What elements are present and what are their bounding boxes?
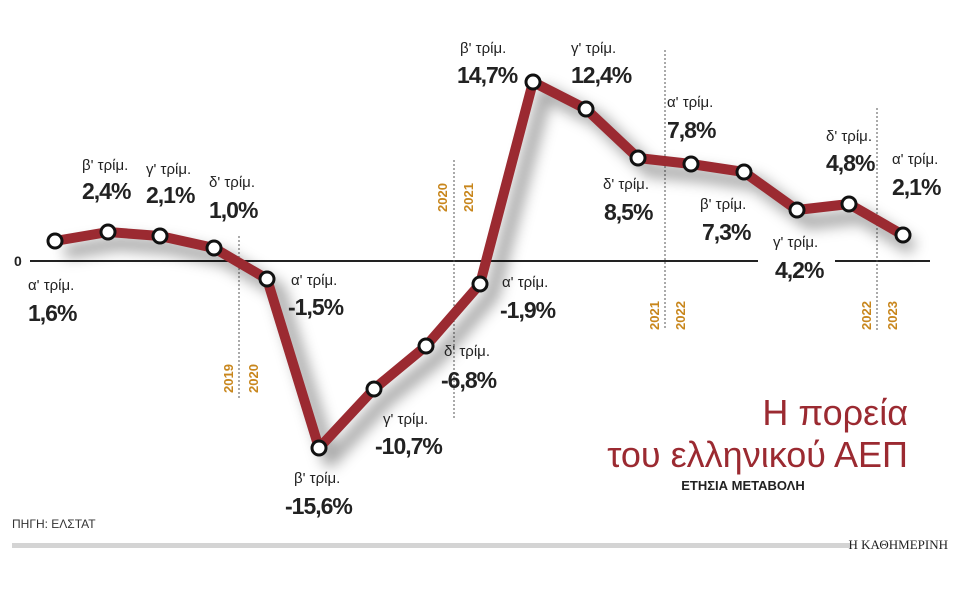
data-labels: α' τρίμ. 1,6% β' τρίμ. 2,4% γ' τρίμ. 2,1… (28, 40, 942, 519)
year-divider-2022-2023: 2022 2023 (859, 108, 900, 330)
point-marker (788, 201, 806, 219)
point-value-label: -15,6% (285, 493, 352, 519)
svg-text:2020: 2020 (246, 364, 261, 393)
point-quarter-label: δ' τρίμ. (826, 128, 872, 145)
point-quarter-label: δ' τρίμ. (444, 343, 490, 360)
point-marker (577, 100, 595, 118)
point-marker (46, 232, 64, 250)
point-value-label: 14,7% (457, 62, 518, 88)
point-value-label: 4,8% (826, 150, 875, 176)
point-value-label: 4,2% (775, 257, 824, 283)
point-quarter-label: γ' τρίμ. (571, 40, 616, 57)
svg-text:2021: 2021 (461, 183, 476, 212)
point-marker (524, 73, 542, 91)
chart-subtitle: ΕΤΗΣΙΑ ΜΕΤΑΒΟΛΗ (681, 478, 805, 493)
point-value-label: -6,8% (441, 367, 497, 393)
point-marker (99, 223, 117, 241)
point-quarter-label: β' τρίμ. (700, 196, 746, 213)
svg-text:2020: 2020 (435, 183, 450, 212)
point-value-label: 1,6% (28, 300, 77, 326)
point-value-label: -10,7% (375, 433, 442, 459)
year-divider-2021-2022: 2021 2022 (647, 50, 688, 330)
point-marker (205, 239, 223, 257)
point-value-label: 8,5% (604, 199, 653, 225)
year-divider-2019-2020: 2019 2020 (221, 236, 261, 398)
point-marker (682, 155, 700, 173)
svg-text:2023: 2023 (885, 301, 900, 330)
point-quarter-label: δ' τρίμ. (209, 174, 255, 191)
brand-logo: Η ΚΑΘΗΜΕΡΙΝΗ (848, 537, 949, 552)
svg-text:2019: 2019 (221, 364, 236, 393)
point-value-label: 2,1% (146, 182, 195, 208)
data-markers (46, 73, 912, 457)
point-quarter-label: α' τρίμ. (502, 274, 548, 291)
year-divider-2020-2021: 2020 2021 (435, 160, 476, 418)
point-marker (629, 149, 647, 167)
point-quarter-label: γ' τρίμ. (146, 161, 191, 178)
point-value-label: 12,4% (571, 62, 632, 88)
point-quarter-label: β' τρίμ. (294, 470, 340, 487)
svg-text:2022: 2022 (673, 301, 688, 330)
point-marker (735, 163, 753, 181)
chart-title: Η πορεία του ελληνικού ΑΕΠ (607, 392, 908, 476)
zero-label: 0 (14, 253, 22, 269)
svg-text:2021: 2021 (647, 301, 662, 330)
svg-text:2022: 2022 (859, 301, 874, 330)
point-quarter-label: γ' τρίμ. (773, 234, 818, 251)
point-quarter-label: α' τρίμ. (667, 94, 713, 111)
source-note: ΠΗΓΗ: ΕΛΣΤΑΤ (12, 517, 96, 531)
footer-divider (12, 543, 850, 548)
point-value-label: 1,0% (209, 197, 258, 223)
point-quarter-label: β' τρίμ. (460, 40, 506, 57)
point-marker (840, 195, 858, 213)
chart-title-line2: του ελληνικού ΑΕΠ (607, 434, 908, 475)
point-marker (365, 380, 383, 398)
point-marker (310, 439, 328, 457)
point-marker (894, 226, 912, 244)
point-quarter-label: α' τρίμ. (892, 151, 938, 168)
point-quarter-label: α' τρίμ. (28, 277, 74, 294)
point-quarter-label: γ' τρίμ. (383, 411, 428, 428)
point-value-label: 7,8% (667, 117, 716, 143)
point-quarter-label: β' τρίμ. (82, 157, 128, 174)
point-value-label: 2,1% (892, 174, 941, 200)
point-value-label: 2,4% (82, 178, 131, 204)
point-marker (151, 227, 169, 245)
chart-title-line1: Η πορεία (762, 392, 908, 433)
point-value-label: 7,3% (702, 219, 751, 245)
point-value-label: -1,5% (288, 294, 344, 320)
point-value-label: -1,9% (500, 297, 556, 323)
point-quarter-label: α' τρίμ. (291, 272, 337, 289)
point-quarter-label: δ' τρίμ. (603, 176, 649, 193)
point-marker (471, 275, 489, 293)
point-marker (417, 337, 435, 355)
point-marker (258, 270, 276, 288)
